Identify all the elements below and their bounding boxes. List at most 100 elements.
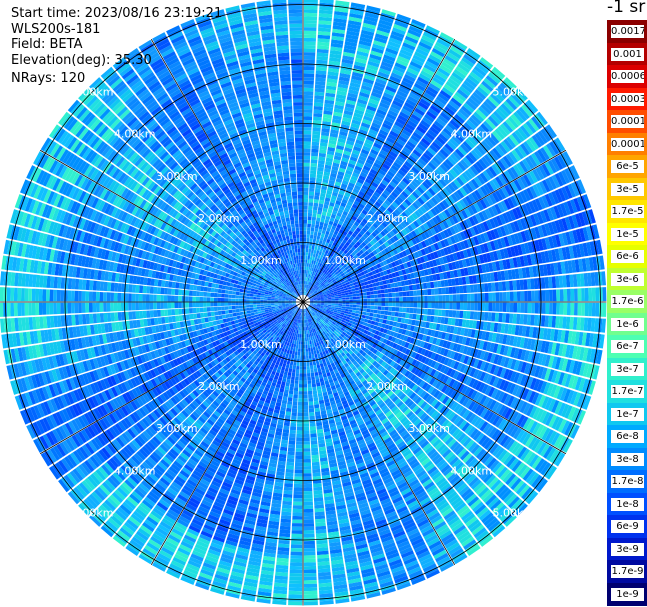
range-gate-cell — [307, 220, 312, 224]
range-gate-cell — [359, 152, 368, 159]
range-gate-cell — [409, 290, 414, 297]
range-gate-cell — [303, 401, 309, 406]
range-gate-cell — [381, 293, 385, 298]
range-gate-cell — [330, 236, 336, 242]
range-gate-cell — [538, 302, 543, 314]
range-gate-cell — [303, 155, 311, 160]
range-gate-cell — [358, 190, 366, 197]
range-gate-cell — [318, 225, 324, 230]
range-gate-cell — [427, 308, 432, 315]
range-gate-cell — [318, 258, 322, 263]
range-gate-cell — [303, 223, 307, 228]
range-gate-cell — [448, 286, 453, 294]
range-gate-cell — [303, 219, 307, 224]
range-gate-cell — [303, 576, 317, 581]
range-gate-cell — [361, 168, 369, 175]
range-gate-cell — [303, 448, 311, 452]
range-gate-cell — [363, 292, 367, 296]
range-gate-cell — [303, 30, 317, 35]
range-gate-cell — [313, 350, 317, 355]
range-gate-cell — [337, 87, 348, 93]
range-gate-cell — [303, 433, 310, 438]
range-gate-cell — [300, 355, 303, 360]
range-gate-cell — [452, 302, 457, 310]
range-gate-cell — [307, 387, 313, 392]
range-gate-cell — [391, 30, 405, 39]
range-gate-cell — [318, 240, 323, 245]
range-gate-cell — [413, 296, 418, 302]
range-gate-cell — [381, 95, 393, 103]
range-gate-cell — [435, 41, 449, 52]
range-gate-cell — [452, 286, 457, 294]
range-gate-cell — [314, 353, 318, 358]
range-gate-cell — [337, 138, 346, 144]
range-gate-cell — [315, 277, 319, 281]
range-gate-cell — [335, 303, 339, 306]
range-gate-cell — [306, 234, 310, 239]
range-gate-cell — [367, 101, 378, 109]
range-gate-cell — [393, 96, 405, 105]
range-gate-cell — [303, 230, 307, 235]
range-gate-cell — [313, 116, 322, 121]
range-gate-cell — [303, 255, 306, 260]
range-gate-cell — [395, 292, 400, 297]
range-gate-cell — [459, 310, 464, 319]
range-gate-cell — [469, 311, 475, 320]
range-gate-cell — [421, 34, 436, 44]
range-gate-cell — [313, 206, 318, 211]
range-gate-cell — [455, 310, 460, 318]
range-gate-cell — [369, 312, 374, 317]
range-gate-cell — [335, 298, 339, 301]
range-gate-cell — [303, 237, 307, 242]
range-gate-cell — [324, 257, 328, 262]
range-gate-cell — [315, 360, 320, 365]
range-gate-cell — [313, 199, 319, 204]
range-gate-cell — [362, 22, 377, 30]
range-gate-cell — [362, 311, 367, 316]
range-gate-cell — [321, 128, 330, 133]
range-gate-cell — [303, 77, 315, 81]
range-gate-cell — [312, 390, 318, 395]
range-gate-cell — [303, 87, 314, 92]
range-gate-cell — [313, 490, 323, 495]
range-gate-cell — [341, 157, 349, 163]
range-gate-cell — [299, 362, 303, 367]
range-gate-cell — [325, 215, 331, 221]
range-gate-cell — [549, 302, 553, 315]
range-gate-cell — [376, 135, 386, 143]
range-gate-cell — [374, 306, 378, 310]
range-gate-cell — [307, 227, 311, 231]
range-gate-cell — [349, 299, 353, 302]
range-gate-cell — [345, 302, 350, 305]
range-gate-cell — [303, 177, 310, 181]
range-gate-cell — [333, 155, 342, 161]
range-gate-cell — [381, 9, 396, 17]
range-gate-cell — [509, 302, 514, 313]
range-gate-cell — [436, 38, 451, 48]
range-gate-cell — [351, 310, 356, 313]
range-gate-cell — [378, 19, 393, 27]
range-gate-cell — [316, 269, 320, 274]
range-gate-cell — [352, 307, 357, 311]
range-gate-cell — [335, 215, 341, 221]
range-gate-cell — [314, 188, 321, 193]
range-gate-cell — [383, 119, 394, 127]
range-gate-cell — [303, 144, 311, 149]
range-gate-cell — [324, 103, 334, 108]
range-gate-cell — [303, 184, 309, 188]
range-gate-cell — [332, 118, 341, 124]
range-gate-cell — [317, 34, 331, 40]
range-gate-cell — [303, 259, 306, 263]
range-gate-cell — [324, 99, 335, 105]
range-gate-cell — [326, 81, 337, 87]
range-gate-cell — [372, 88, 383, 96]
range-gate-cell — [320, 263, 325, 268]
range-gate-cell — [422, 67, 435, 76]
range-gate-cell — [311, 141, 320, 146]
range-gate-cell — [355, 290, 360, 294]
range-gate-cell — [327, 303, 332, 305]
range-gate-cell — [487, 312, 492, 322]
range-gate-cell — [309, 184, 315, 189]
range-gate-cell — [305, 344, 308, 349]
range-gate-cell — [384, 140, 394, 148]
